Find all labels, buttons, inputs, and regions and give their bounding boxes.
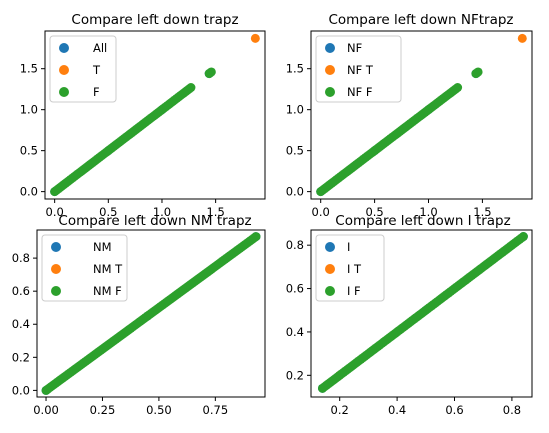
panel-3-ytick-label: 0.8: [12, 251, 30, 265]
panel-1-legend-marker-2: [59, 65, 69, 75]
panel-1-xtick-label: 0.0: [46, 205, 64, 219]
panel-4-legend-label-2: I T: [347, 262, 362, 276]
panel-3: Compare left down NM trapz 0.00 0.25 0.50 0…: [12, 213, 266, 417]
panel-2-legend-marker-1: [325, 43, 335, 53]
panel-3-title: Compare left down NM trapz: [58, 213, 251, 229]
panel-2-legend-box: [315, 35, 402, 103]
panel-3-ytick-label: 0.4: [12, 317, 30, 331]
panel-4-xtick-label: 0.8: [503, 403, 521, 417]
panel-4-xtick-label: 0.6: [445, 403, 463, 417]
panel-1-xtick-label: 1.5: [206, 205, 224, 219]
panel-1-ticks: 0.0 0.5 1.0 1.5 0.0 0.5 1.0 1.5: [20, 62, 225, 219]
panel-4-points: [317, 232, 528, 393]
panel-1-ytick-label: 1.5: [20, 62, 38, 76]
panel-1-ytick-label: 0.0: [20, 185, 38, 199]
panel-2-point: [453, 83, 463, 93]
panel-4-title: Compare left down I trapz: [335, 213, 510, 229]
panel-1-point: [206, 67, 216, 77]
panel-3-legend-label-3: NM F: [93, 284, 122, 298]
panel-2: Compare left down NFtrapz 0.0 0.5 1.0 1.50.…: [286, 12, 533, 219]
panel-2-xtick-label: 0.5: [365, 205, 383, 219]
panel-1-ytick-label: 1.0: [20, 103, 38, 117]
panel-1-xtick-label: 1.0: [153, 205, 171, 219]
panel-1-legend-box: [49, 35, 117, 103]
panel-1-legend: All T F: [49, 35, 117, 103]
panel-4-legend: I I T I F: [315, 234, 385, 302]
panel-3-ytick-label: 0.6: [12, 284, 30, 298]
panel-4-ytick-label: 0.4: [286, 325, 304, 339]
panel-2-xtick-label: 1.5: [473, 205, 491, 219]
panel-3-legend-label-2: NM T: [93, 262, 123, 276]
panel-3-frame: [36, 229, 266, 398]
panel-4-legend-label-1: I: [347, 240, 350, 254]
panel-3-legend: NM NM T NM F: [41, 234, 128, 302]
panel-3-xtick-label: 0.50: [146, 403, 172, 417]
panel-2-ytick-label: 0.0: [286, 185, 304, 199]
panel-4-xtick-label: 0.4: [388, 403, 406, 417]
panel-2-ytick-label: 1.5: [286, 62, 304, 76]
panel-1-legend-label-1: All: [93, 41, 107, 55]
panel-4: Compare left down I trapz 0.2 0.4 0.6 0.80.…: [286, 213, 533, 417]
panel-4-xtick-label: 0.2: [331, 403, 349, 417]
panel-1-xtick-label: 0.5: [99, 205, 117, 219]
panel-3-legend-label-1: NM: [93, 240, 112, 254]
panel-1-point: [250, 33, 260, 43]
panel-3-legend-box: [41, 234, 128, 302]
panel-3-legend-marker-2: [51, 264, 61, 274]
panel-4-legend-label-3: I F: [347, 284, 361, 298]
panel-2-ytick-label: 0.5: [286, 144, 304, 158]
panel-3-xtick-label: 0.00: [33, 403, 59, 417]
panel-2-ytick-label: 1.0: [286, 103, 304, 117]
panel-2-legend-marker-2: [325, 65, 335, 75]
panel-3-ticks: 0.00 0.25 0.50 0.75 0.0 0.2 0.4 0.6 0.8: [12, 251, 228, 417]
panel-1-legend-marker-1: [59, 43, 69, 53]
panel-1-point: [186, 83, 196, 93]
panel-2-point: [473, 67, 483, 77]
panel-1-frame: [44, 30, 266, 200]
panel-4-ytick-label: 0.6: [286, 282, 304, 296]
panel-2-legend-label-1: NF: [347, 41, 362, 55]
panel-1-legend-label-3: F: [93, 85, 100, 99]
panel-1-ytick-label: 0.5: [20, 144, 38, 158]
panel-3-xtick-label: 0.25: [90, 403, 116, 417]
panel-3-xtick-label: 0.75: [203, 403, 229, 417]
panel-3-points: [41, 232, 261, 395]
panel-2-points: [316, 33, 527, 197]
panel-4-ticks: 0.2 0.4 0.6 0.8 0.2 0.4 0.6 0.8: [286, 238, 521, 417]
panel-1-legend-marker-3: [59, 87, 69, 97]
panel-3-point: [251, 232, 261, 242]
panel-2-legend-label-2: NF T: [347, 63, 374, 77]
panel-1-legend-label-2: T: [92, 63, 101, 77]
panel-2-xtick-label: 0.0: [312, 205, 330, 219]
panel-4-legend-box: [315, 234, 385, 302]
panel-1-points: [50, 33, 260, 197]
panel-1: Compare left down trapz 0.0 0.5 1.0 1.50.00…: [20, 12, 266, 219]
panel-4-legend-marker-2: [325, 264, 335, 274]
panel-4-point: [518, 232, 528, 242]
panel-2-legend-label-3: NF F: [347, 85, 373, 99]
panel-2-legend-marker-3: [325, 87, 335, 97]
panel-2-title: Compare left down NFtrapz: [328, 12, 513, 28]
panel-4-ytick-label: 0.8: [286, 238, 304, 252]
panel-2-frame: [310, 30, 533, 200]
panel-3-ytick-label: 0.2: [12, 350, 30, 364]
panel-4-ytick-label: 0.2: [286, 368, 304, 382]
panel-2-xtick-label: 1.0: [419, 205, 437, 219]
panel-1-title: Compare left down trapz: [71, 12, 238, 28]
panel-3-legend-marker-3: [51, 286, 61, 296]
panel-3-ytick-label: 0.0: [12, 383, 30, 397]
panel-4-legend-marker-1: [325, 242, 335, 252]
panel-2-legend: NF NF T NF F: [315, 35, 402, 103]
panel-4-legend-marker-3: [325, 286, 335, 296]
panel-2-point: [517, 33, 527, 43]
panel-3-legend-marker-1: [51, 242, 61, 252]
panel-4-frame: [310, 229, 533, 398]
panel-2-ticks: 0.0 0.5 1.0 1.5 0.0 0.5 1.0 1.5: [286, 62, 492, 219]
